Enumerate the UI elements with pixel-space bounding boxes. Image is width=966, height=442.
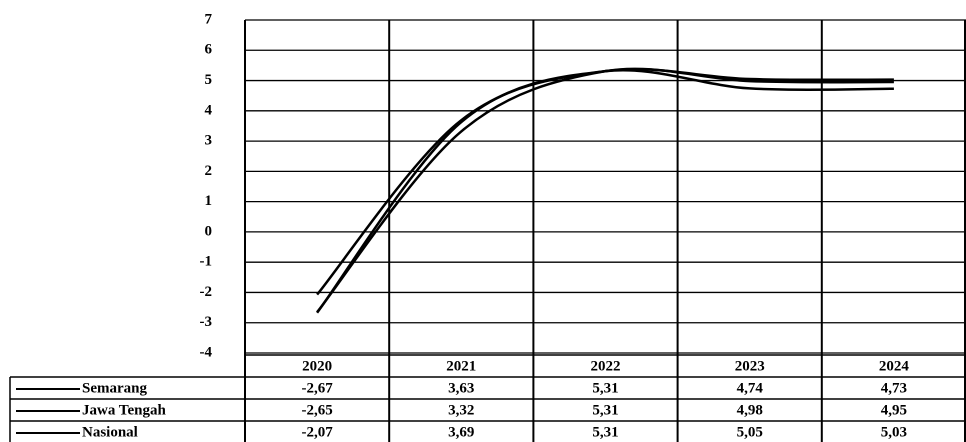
y-tick-label: -3 (200, 314, 213, 330)
series-line (316, 68, 894, 314)
value-label: -2,67 (301, 380, 333, 396)
y-tick-label: 0 (205, 223, 213, 239)
y-tick-label: 2 (205, 163, 213, 179)
y-tick-label: 6 (205, 42, 213, 58)
value-label: 5,03 (881, 424, 907, 440)
x-tick-label: 2020 (302, 358, 332, 374)
y-tick-label: -4 (200, 344, 213, 360)
value-label: -2,65 (301, 402, 332, 418)
x-tick-label: 2022 (591, 358, 621, 374)
value-label: -2,07 (301, 424, 333, 440)
series-line (316, 67, 894, 296)
y-tick-label: 1 (205, 193, 213, 209)
x-tick-label: 2024 (879, 358, 910, 374)
value-label: 4,73 (881, 380, 907, 396)
series-line (316, 67, 894, 313)
value-label: 3,32 (448, 402, 474, 418)
value-label: 5,31 (592, 380, 618, 396)
value-label: 4,74 (737, 380, 764, 396)
y-tick-label: 3 (205, 133, 213, 149)
value-label: 5,31 (592, 424, 618, 440)
value-label: 4,95 (881, 402, 907, 418)
value-label: 5,05 (737, 424, 763, 440)
x-tick-label: 2021 (446, 358, 476, 374)
y-tick-label: -1 (200, 254, 213, 270)
x-tick-label: 2023 (735, 358, 765, 374)
value-label: 4,98 (737, 402, 763, 418)
legend-label: Semarang (82, 380, 147, 396)
y-tick-label: 7 (205, 11, 213, 27)
legend-label: Nasional (82, 424, 138, 440)
value-label: 3,63 (448, 380, 474, 396)
legend-label: Jawa Tengah (82, 402, 166, 418)
value-label: 3,69 (448, 424, 474, 440)
y-tick-label: 5 (205, 72, 213, 88)
y-tick-label: 4 (205, 102, 213, 118)
value-label: 5,31 (592, 402, 618, 418)
y-tick-label: -2 (200, 284, 213, 300)
